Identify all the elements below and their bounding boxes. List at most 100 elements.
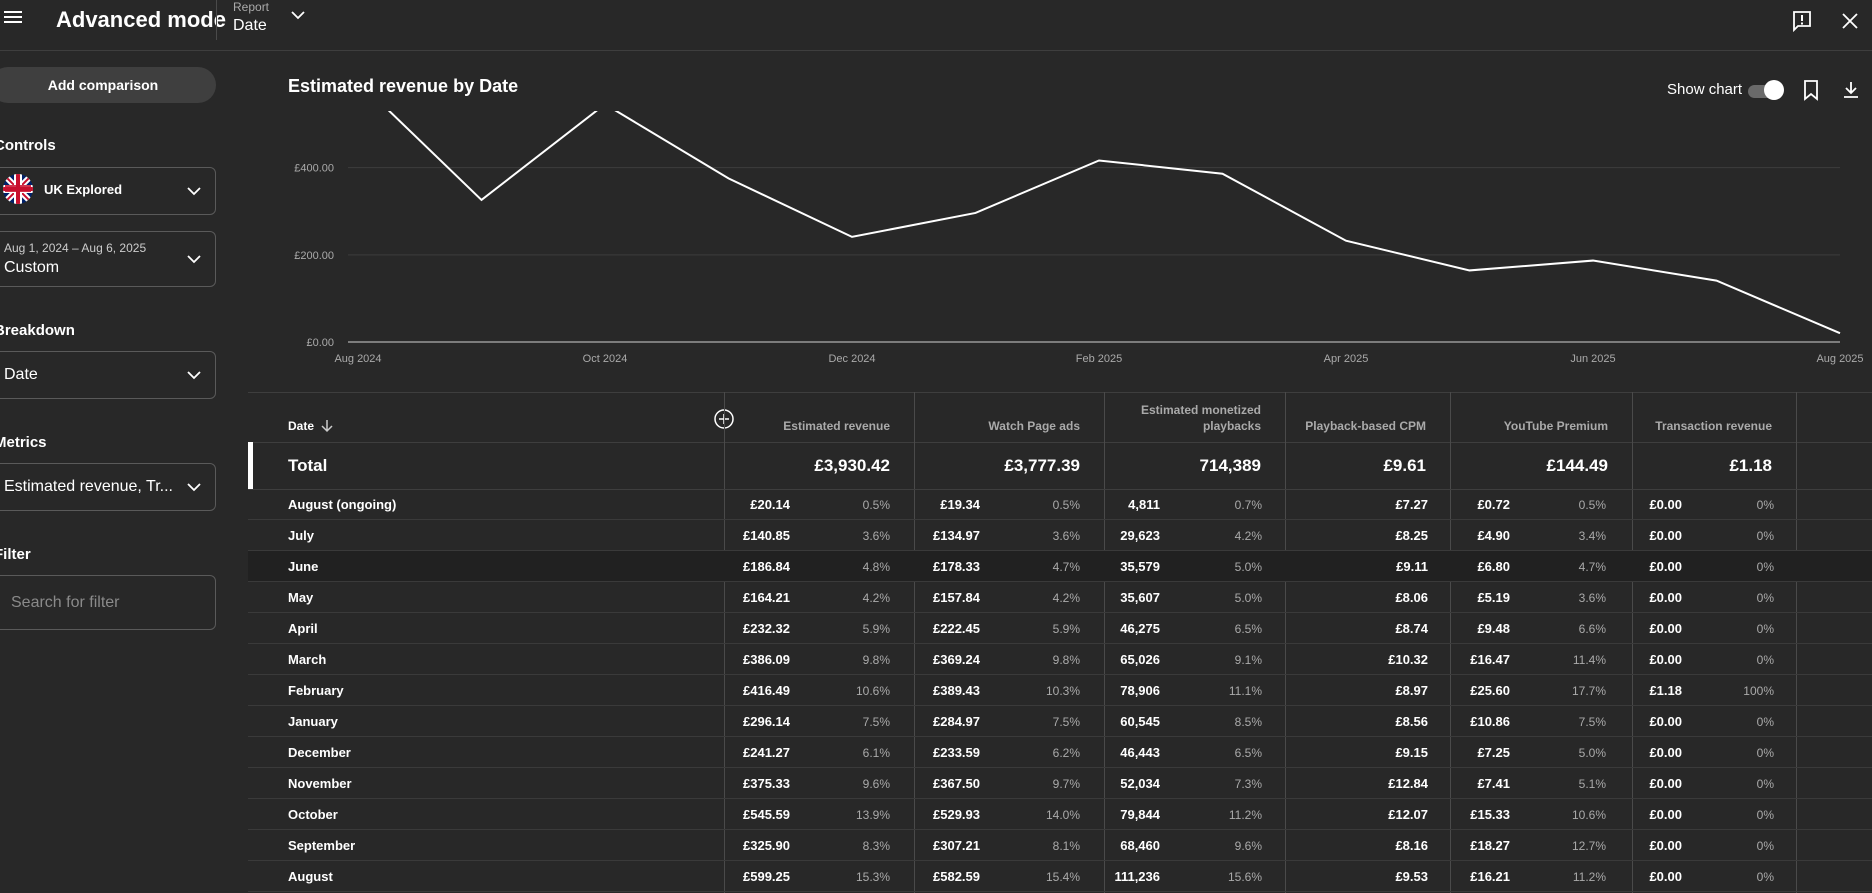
total-value: £144.49 (1546, 456, 1608, 475)
cell-value: £164.21 (743, 590, 790, 605)
filter-heading: Filter (0, 546, 31, 563)
menu-icon[interactable] (4, 8, 26, 26)
table-row[interactable]: October £545.59 13.9% £529.93 14.0% 79,844 11.… (248, 799, 1872, 830)
bookmark-icon[interactable] (1799, 78, 1823, 102)
cell-percent: 15.6% (1227, 870, 1262, 884)
cell-value: £7.25 (1477, 745, 1510, 760)
cell-value: £8.06 (1395, 590, 1428, 605)
metrics-select[interactable]: Estimated revenue, Tr... (0, 463, 216, 511)
cell-percent: 100% (1743, 684, 1774, 698)
cell-percent: 0% (1756, 622, 1774, 636)
cell-value: £582.59 (933, 869, 980, 884)
report-select[interactable]: Report Date (233, 0, 313, 40)
cell-value: 29,623 (1120, 528, 1160, 543)
cell-percent: 7.5% (1052, 715, 1080, 729)
metric-column-header[interactable]: Playback-based CPM (1285, 393, 1450, 442)
cell-percent: 0.7% (1234, 498, 1262, 512)
chevron-down-icon (187, 255, 201, 264)
cell-value: £389.43 (933, 683, 980, 698)
table-row[interactable]: February £416.49 10.6% £389.43 10.3% 78,906 11… (248, 675, 1872, 706)
cell-percent: 4.2% (1052, 591, 1080, 605)
column-header-label: Playback-based CPM (1305, 419, 1426, 433)
total-label: Total (288, 456, 328, 475)
metric-column-header[interactable]: Estimated revenue (724, 393, 914, 442)
cell-percent: 0% (1756, 498, 1774, 512)
date-preset: Custom (4, 259, 60, 276)
cell-value: £0.00 (1649, 528, 1682, 543)
column-divider (1796, 392, 1797, 893)
cell-value: 52,034 (1120, 776, 1160, 791)
channel-select[interactable]: UK Explored (0, 167, 216, 215)
table-row[interactable]: July £140.85 3.6% £134.97 3.6% 29,623 4.2% £8.2… (248, 520, 1872, 551)
cell-value: 111,236 (1114, 869, 1160, 884)
cell-percent: 11.2% (1228, 808, 1262, 822)
table-row[interactable]: April £232.32 5.9% £222.45 5.9% 46,275 6.5% £8.… (248, 613, 1872, 644)
add-comparison-button[interactable]: Add comparison (0, 67, 216, 103)
table-row[interactable]: March £386.09 9.8% £369.24 9.8% 65,026 9.1% £10… (248, 644, 1872, 675)
metric-column-header[interactable]: Transaction revenue (1632, 393, 1796, 442)
row-label: December (288, 745, 351, 760)
divider (216, 0, 217, 40)
revenue-series-line (387, 111, 1841, 335)
cell-value: £186.84 (743, 559, 790, 574)
cell-value: £529.93 (933, 807, 980, 822)
metric-column-header[interactable]: YouTube Premium (1450, 393, 1632, 442)
y-tick-label: £400.00 (294, 163, 334, 175)
cell-value: 46,275 (1120, 621, 1160, 636)
row-label: June (288, 559, 319, 574)
cell-value: £0.00 (1649, 652, 1682, 667)
metric-column-header[interactable]: Estimated monetized playbacks (1104, 393, 1285, 442)
cell-percent: 3.6% (862, 529, 890, 543)
cell-percent: 8.1% (1052, 839, 1080, 853)
cell-percent: 0% (1756, 653, 1774, 667)
cell-percent: 7.3% (1234, 777, 1262, 791)
cell-percent: 5.0% (1234, 591, 1262, 605)
table-row[interactable]: June £186.84 4.8% £178.33 4.7% 35,579 5.0% £9.1… (248, 551, 1872, 582)
chevron-down-icon (187, 483, 201, 492)
chevron-down-icon (187, 187, 201, 196)
cell-value: £20.14 (750, 497, 790, 512)
date-range-select[interactable]: Aug 1, 2024 – Aug 6, 2025 Custom (0, 231, 216, 287)
cell-percent: 0% (1756, 808, 1774, 822)
cell-value: £134.97 (933, 528, 980, 543)
cell-value: 4,811 (1128, 497, 1160, 512)
total-row: Total £3,930.42 £3,777.39 714,389 £9.61 £144… (248, 442, 1872, 490)
date-column-header[interactable]: Date (248, 393, 724, 442)
breakdown-select[interactable]: Date (0, 351, 216, 399)
table-row[interactable]: January £296.14 7.5% £284.97 7.5% 60,545 8.5% £… (248, 706, 1872, 737)
feedback-icon[interactable] (1790, 9, 1814, 33)
page-title: Advanced mode (56, 7, 226, 32)
cell-value: £12.84 (1388, 776, 1428, 791)
x-tick-label: Jun 2025 (1570, 353, 1615, 365)
cell-percent: 3.6% (1052, 529, 1080, 543)
show-chart-toggle[interactable] (1748, 80, 1784, 100)
total-value: £3,930.42 (814, 456, 890, 475)
cell-value: £8.16 (1395, 838, 1428, 853)
filter-search-input[interactable] (0, 575, 216, 630)
column-header-label: Watch Page ads (988, 419, 1080, 433)
metric-column-header[interactable]: Watch Page ads (914, 393, 1104, 442)
close-icon[interactable] (1838, 9, 1862, 33)
cell-percent: 6.2% (1052, 746, 1080, 760)
cell-value: £232.32 (743, 621, 790, 636)
table-row[interactable]: August (ongoing) £20.14 0.5% £19.34 0.5% 4,81… (248, 489, 1872, 520)
metrics-value: Estimated revenue, Tr... (4, 478, 173, 495)
cell-value: £545.59 (743, 807, 790, 822)
table-row[interactable]: May £164.21 4.2% £157.84 4.2% 35,607 5.0% £8.06… (248, 582, 1872, 613)
cell-value: £16.21 (1470, 869, 1510, 884)
cell-value: £0.00 (1649, 714, 1682, 729)
cell-value: £18.27 (1470, 838, 1510, 853)
row-label: October (288, 807, 338, 822)
cell-value: £5.19 (1477, 590, 1510, 605)
cell-value: £375.33 (743, 776, 790, 791)
cell-percent: 9.8% (1052, 653, 1080, 667)
table-row[interactable]: August £599.25 15.3% £582.59 15.4% 111,236 15.… (248, 861, 1872, 892)
cell-value: £0.00 (1649, 559, 1682, 574)
table-row[interactable]: December £241.27 6.1% £233.59 6.2% 46,443 6.5%… (248, 737, 1872, 768)
table-row[interactable]: September £325.90 8.3% £307.21 8.1% 68,460 9.6… (248, 830, 1872, 861)
table-row[interactable]: November £375.33 9.6% £367.50 9.7% 52,034 7.3%… (248, 768, 1872, 799)
download-icon[interactable] (1839, 78, 1863, 102)
cell-percent: 6.6% (1578, 622, 1606, 636)
cell-value: £0.00 (1649, 838, 1682, 853)
row-label: August (ongoing) (288, 497, 397, 512)
